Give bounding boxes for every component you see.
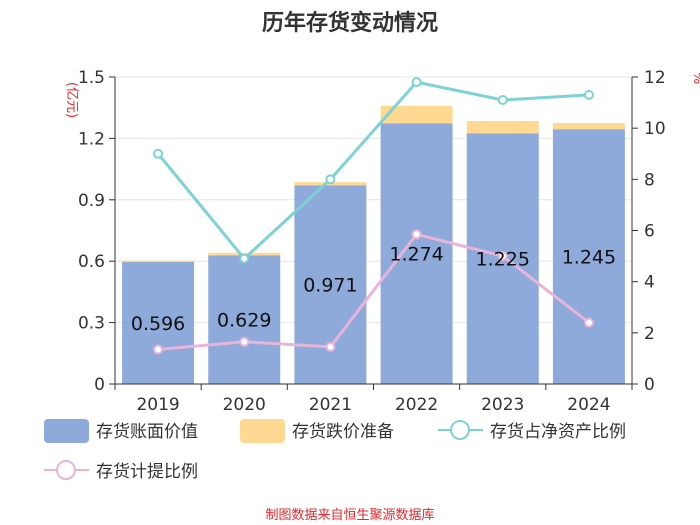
left-tick-label: 0.9 [78, 191, 105, 211]
point-provision-ratio [497, 251, 508, 262]
point-inventory-net-assets [325, 174, 336, 185]
point-provision-ratio [153, 344, 164, 355]
source-note: 制图数据来自恒生聚源数据库 [265, 507, 434, 523]
bar-impairment-reserve [552, 123, 625, 130]
right-tick-label: 2 [644, 324, 655, 344]
legend-label: 存货占净资产比例 [490, 422, 626, 442]
axes: 0 0.3 0.6 0.9 1.2 1.5 0 2 4 6 8 10 12 2019 2020 2021 202… [78, 68, 666, 415]
right-tick-label: 0 [644, 375, 655, 395]
bar-impairment-reserve [380, 105, 453, 124]
bar-book-value [122, 262, 195, 384]
x-tick-label: 2019 [136, 395, 179, 415]
bar-layer [122, 105, 625, 384]
line-layer [153, 77, 594, 355]
left-tick-label: 1.5 [78, 68, 105, 88]
bar-impairment-reserve [122, 260, 195, 263]
data-labels: 0.596 0.629 0.971 1.274 1.225 1.245 [131, 244, 616, 335]
right-tick-label: 12 [644, 68, 666, 88]
bar-data-label: 0.971 [303, 275, 357, 297]
right-tick-label: 8 [644, 170, 655, 190]
bar-data-label: 1.274 [389, 244, 443, 266]
x-tick-label: 2020 [223, 395, 266, 415]
bar-data-label: 0.629 [217, 310, 271, 332]
legend-label: 存货账面价值 [96, 422, 198, 442]
bar-data-label: 1.225 [476, 249, 530, 271]
right-axis-unit: % [690, 72, 700, 84]
right-tick-label: 4 [644, 273, 655, 293]
point-inventory-net-assets [411, 77, 422, 88]
point-inventory-net-assets [497, 95, 508, 106]
left-axis-unit: (亿元) [64, 82, 79, 118]
legend-swatch [240, 419, 285, 443]
right-tick-label: 10 [644, 119, 666, 139]
line-provision-ratio [157, 232, 590, 351]
point-provision-ratio [411, 229, 422, 240]
bar-data-label: 0.596 [131, 313, 185, 335]
left-tick-label: 0.6 [78, 252, 105, 272]
legend-marker [450, 420, 470, 440]
x-tick-label: 2021 [309, 395, 352, 415]
x-tick-label: 2023 [481, 395, 524, 415]
bar-book-value [380, 123, 453, 384]
bar-book-value [552, 129, 625, 384]
legend-label: 存货计提比例 [96, 462, 198, 482]
point-inventory-net-assets [583, 89, 594, 100]
point-provision-ratio [239, 336, 250, 347]
point-provision-ratio [583, 317, 594, 328]
left-tick-label: 0.3 [78, 314, 105, 334]
legend-marker [56, 460, 76, 480]
left-tick-label: 1.2 [78, 129, 105, 149]
x-tick-label: 2024 [567, 395, 610, 415]
legend-label: 存货跌价准备 [292, 422, 394, 442]
chart-title: 历年存货变动情况 [262, 10, 438, 36]
left-tick-label: 0 [94, 375, 105, 395]
right-tick-label: 6 [644, 222, 655, 242]
bar-data-label: 1.245 [562, 247, 616, 269]
legend-swatch [44, 419, 89, 443]
point-inventory-net-assets [153, 148, 164, 159]
line-inventory-net-assets [156, 80, 590, 261]
bar-impairment-reserve [466, 121, 539, 134]
point-inventory-net-assets [239, 253, 250, 264]
point-provision-ratio [325, 341, 336, 352]
x-tick-label: 2022 [395, 395, 438, 415]
bar-book-value [208, 255, 281, 384]
